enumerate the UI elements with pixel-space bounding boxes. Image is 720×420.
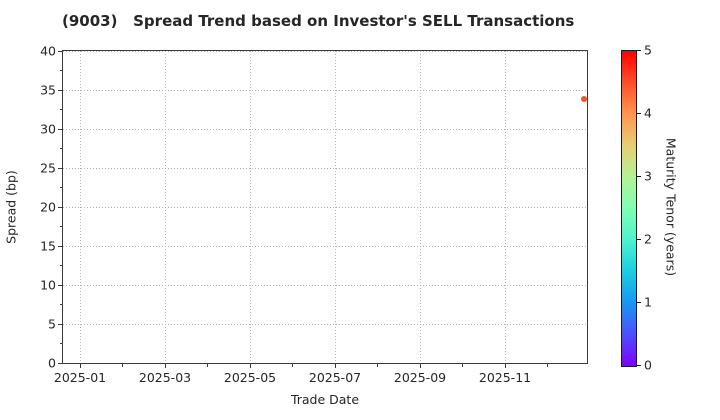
y-axis-tick xyxy=(58,206,62,208)
colorbar-tick-label: 1 xyxy=(644,294,652,310)
x-tick-label: 2025-07 xyxy=(308,370,362,385)
colorbar-tick-label: 0 xyxy=(644,357,652,373)
colorbar-tick xyxy=(637,364,641,366)
y-axis-tick xyxy=(58,167,62,169)
colorbar-tick xyxy=(637,238,641,240)
colorbar-tick xyxy=(637,112,641,114)
y-tick-label: 15 xyxy=(40,238,56,254)
x-axis-tick xyxy=(419,364,421,368)
y-tick-label: 35 xyxy=(40,82,56,98)
y-gridline xyxy=(63,284,587,286)
x-gridline xyxy=(249,51,251,363)
y-axis-minor-tick xyxy=(59,304,62,305)
x-tick-label: 2025-03 xyxy=(138,370,192,385)
x-axis-minor-tick xyxy=(122,364,123,367)
x-axis-minor-tick xyxy=(547,364,548,367)
x-gridline xyxy=(79,51,81,363)
y-axis-minor-tick xyxy=(59,109,62,110)
x-axis-minor-tick xyxy=(292,364,293,367)
x-axis-minor-tick xyxy=(462,364,463,367)
x-tick-label: 2025-05 xyxy=(223,370,277,385)
y-tick-label: 0 xyxy=(48,355,56,371)
y-gridline xyxy=(63,362,587,363)
y-axis-tick xyxy=(58,284,62,286)
chart-title: (9003) Spread Trend based on Investor's … xyxy=(62,12,575,30)
x-gridline xyxy=(419,51,421,363)
y-tick-label: 5 xyxy=(48,316,56,332)
y-gridline xyxy=(63,128,587,130)
y-axis-minor-tick xyxy=(59,70,62,71)
colorbar-tick xyxy=(637,175,641,177)
x-axis-tick xyxy=(164,364,166,368)
colorbar-label: Maturity Tenor (years) xyxy=(663,137,679,277)
y-axis-tick xyxy=(58,50,62,52)
y-tick-label: 30 xyxy=(40,121,56,137)
colorbar-tick-label: 2 xyxy=(644,231,652,247)
y-gridline xyxy=(63,51,587,52)
y-axis-tick xyxy=(58,128,62,130)
y-axis-minor-tick xyxy=(59,187,62,188)
y-tick-label: 20 xyxy=(40,199,56,215)
x-tick-label: 2025-09 xyxy=(393,370,447,385)
y-gridline xyxy=(63,245,587,247)
x-gridline xyxy=(504,51,506,363)
y-gridline xyxy=(63,206,587,208)
x-tick-label: 2025-11 xyxy=(478,370,532,385)
y-axis-tick xyxy=(58,245,62,247)
colorbar-tick xyxy=(637,301,641,303)
y-gridline xyxy=(63,323,587,325)
colorbar-gradient xyxy=(621,50,637,367)
y-tick-label: 10 xyxy=(40,277,56,293)
data-point xyxy=(580,95,587,102)
x-tick-label: 2025-01 xyxy=(53,370,107,385)
x-axis-tick xyxy=(249,364,251,368)
colorbar-tick-label: 3 xyxy=(644,168,652,184)
y-axis-minor-tick xyxy=(59,226,62,227)
y-axis-minor-tick xyxy=(59,148,62,149)
colorbar-tick-label: 5 xyxy=(644,42,652,58)
y-axis-minor-tick xyxy=(59,343,62,344)
y-tick-label: 40 xyxy=(40,43,56,59)
x-axis-label: Trade Date xyxy=(290,392,360,407)
colorbar-tick-label: 4 xyxy=(644,105,652,121)
y-tick-label: 25 xyxy=(40,160,56,176)
y-axis-tick xyxy=(58,89,62,91)
x-gridline xyxy=(164,51,166,363)
x-axis-minor-tick xyxy=(207,364,208,367)
plot-area xyxy=(62,50,588,364)
y-axis-tick xyxy=(58,323,62,325)
y-gridline xyxy=(63,167,587,169)
y-gridline xyxy=(63,89,587,91)
x-axis-minor-tick xyxy=(377,364,378,367)
x-gridline xyxy=(334,51,336,363)
x-axis-tick xyxy=(504,364,506,368)
x-axis-tick xyxy=(334,364,336,368)
colorbar-tick xyxy=(637,49,641,51)
y-axis-tick xyxy=(58,362,62,364)
x-axis-tick xyxy=(79,364,81,368)
y-axis-minor-tick xyxy=(59,265,62,266)
